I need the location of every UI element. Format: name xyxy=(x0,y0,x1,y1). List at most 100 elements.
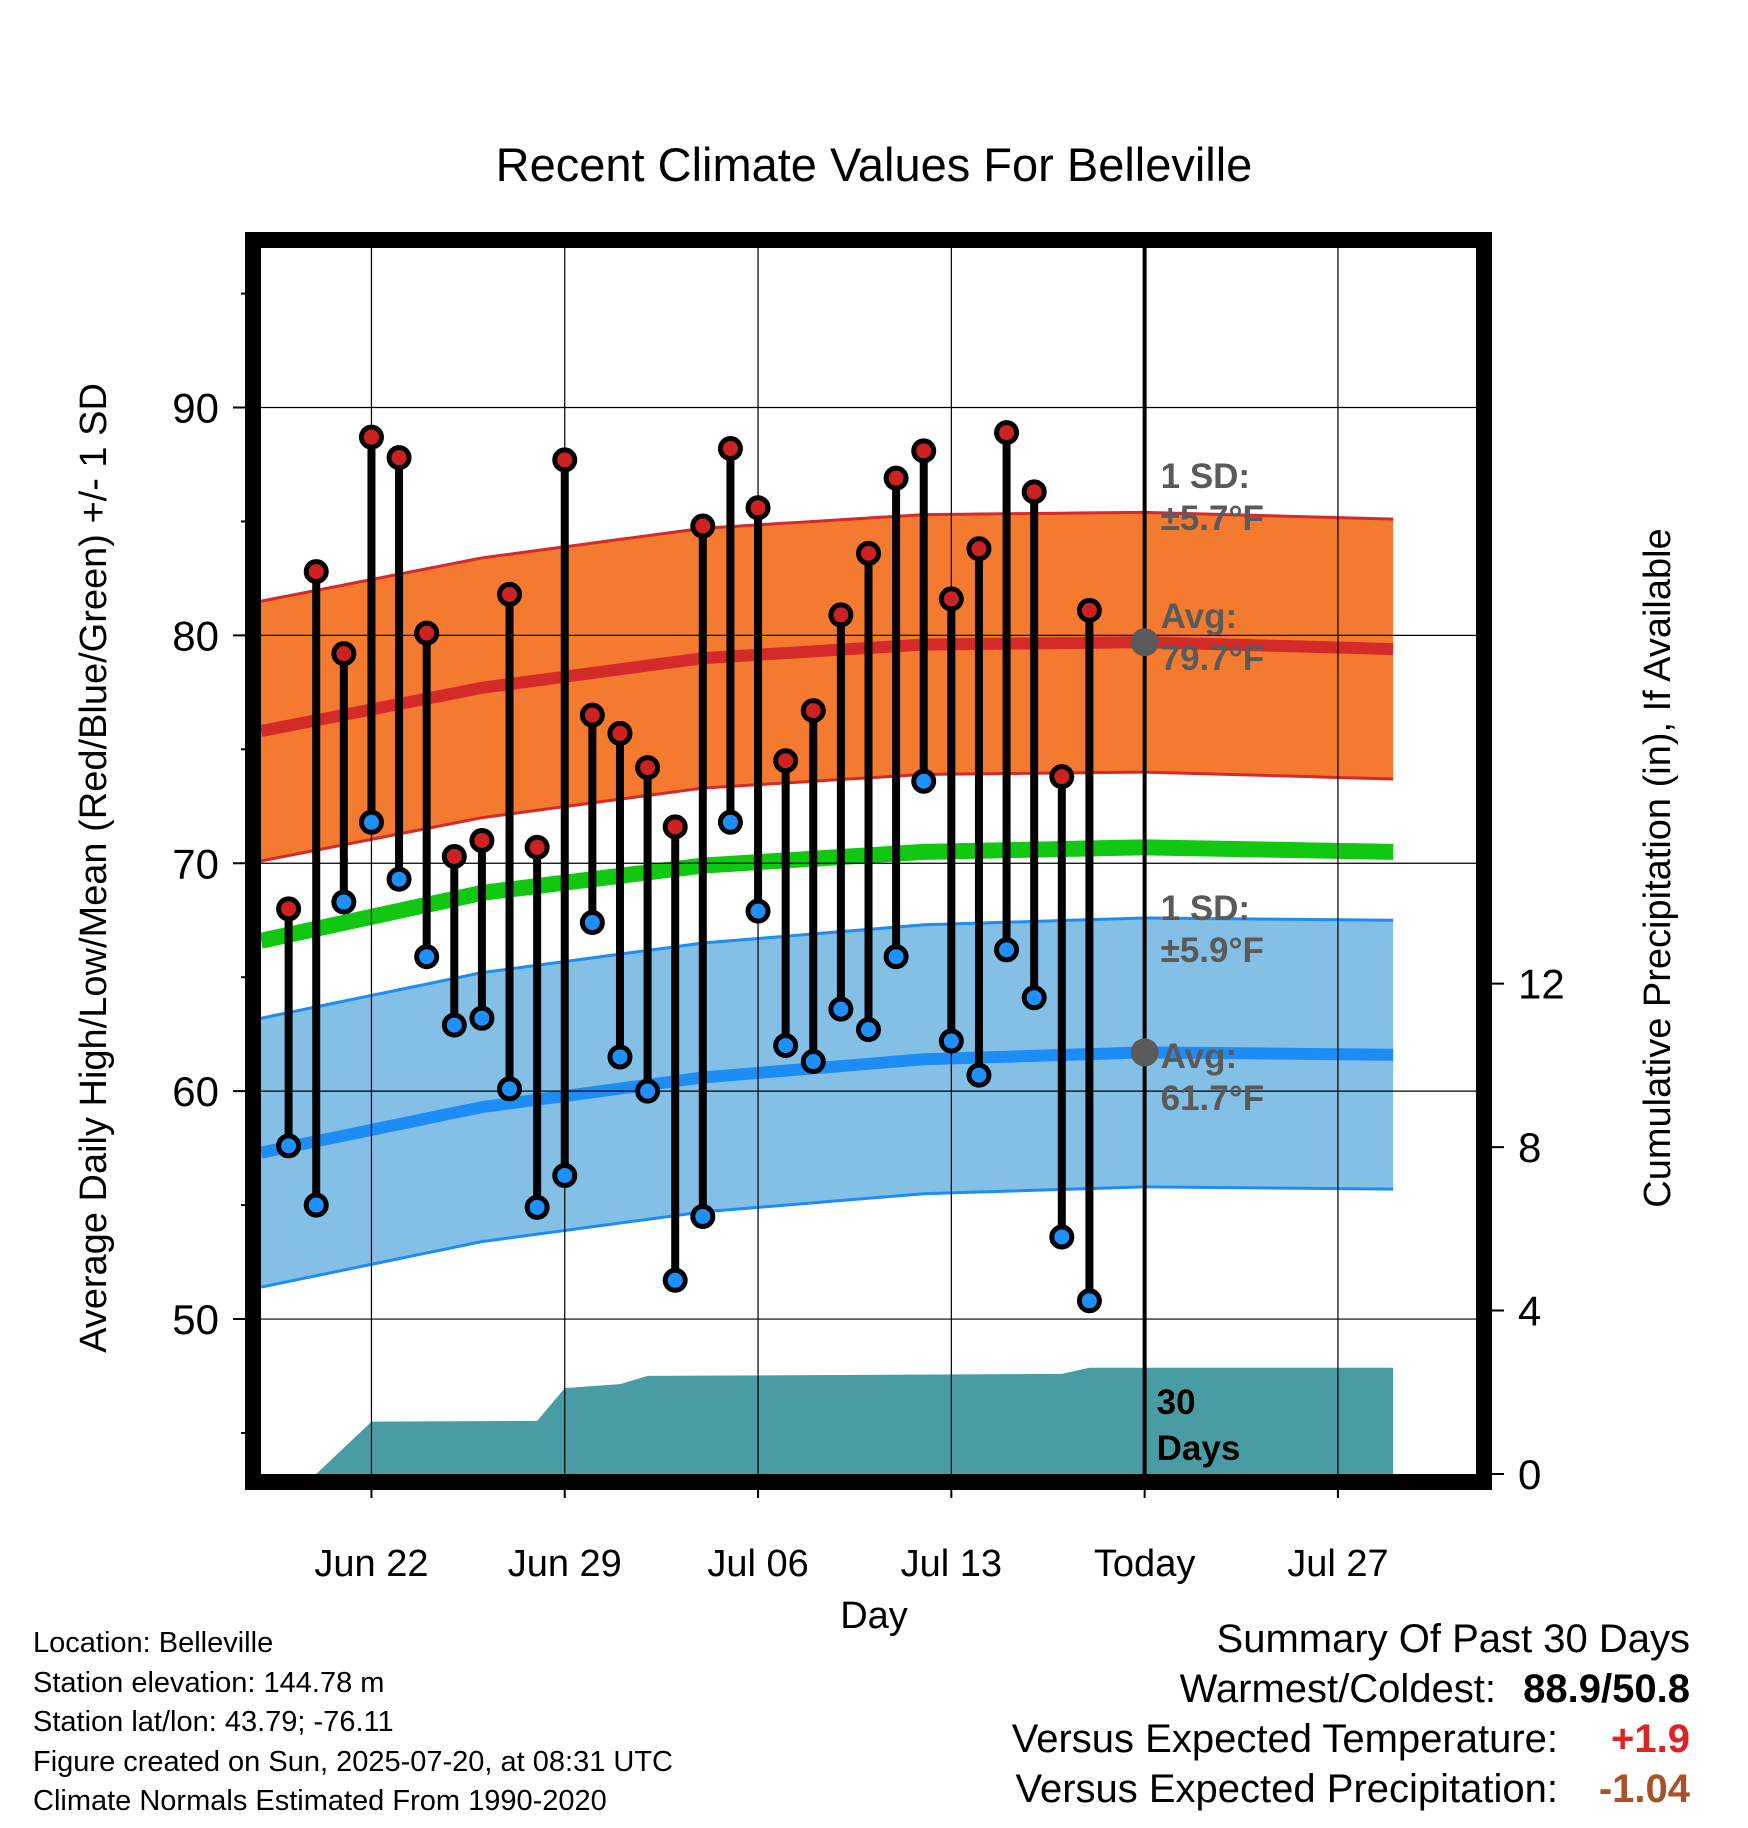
summary-panel: Summary Of Past 30 Days Warmest/Coldest:… xyxy=(1012,1614,1690,1814)
low-band-lower-edge xyxy=(261,1185,1394,1289)
today-normal-low-marker xyxy=(1130,1038,1159,1067)
daily-high-point xyxy=(966,536,992,562)
summary-temp: Versus Expected Temperature: +1.9 xyxy=(1012,1714,1690,1764)
daily-high-point xyxy=(1049,764,1075,790)
y2-tick-label: 0 xyxy=(1518,1451,1541,1498)
high-sd-value: ±5.7°F xyxy=(1161,499,1264,538)
low-sd-value: ±5.9°F xyxy=(1161,931,1264,970)
normal-mean-line xyxy=(261,839,1394,949)
daily-high-point xyxy=(745,495,771,521)
normal-low-line xyxy=(261,1046,1394,1159)
low-sd-band xyxy=(261,917,1394,1288)
plot-frame xyxy=(245,232,1492,1490)
low-sd-label: 1 SD: xyxy=(1161,889,1250,928)
daily-low-point xyxy=(331,889,357,915)
x-tick-label: Jun 22 xyxy=(314,1543,428,1585)
daily-low-point xyxy=(276,1133,302,1159)
y2-tick-label: 8 xyxy=(1518,1124,1541,1171)
high-avg-label: Avg: xyxy=(1161,597,1237,636)
daily-low-point xyxy=(1076,1288,1102,1314)
daily-high-point xyxy=(552,447,578,473)
daily-high-point xyxy=(1021,479,1047,505)
daily-low-point xyxy=(441,1012,467,1038)
daily-low-point xyxy=(856,1017,881,1043)
summary-warmest-coldest: Warmest/Coldest: 88.9/50.8 xyxy=(1012,1664,1690,1714)
daily-low-point xyxy=(635,1078,661,1104)
daily-high-point xyxy=(883,465,909,491)
today-normal-high-marker xyxy=(1130,628,1159,657)
y2-tick-label: 12 xyxy=(1518,961,1565,1008)
y-tick-label: 60 xyxy=(172,1068,219,1115)
daily-low-point xyxy=(579,910,605,936)
daily-high-point xyxy=(497,581,523,607)
daily-low-point xyxy=(717,809,743,835)
y-tick-label: 80 xyxy=(172,612,219,659)
precipitation-area xyxy=(261,1367,1394,1474)
temp-departure-label: Versus Expected Temperature: xyxy=(1011,1717,1558,1761)
figure-created: Figure created on Sun, 2025-07-20, at 08… xyxy=(33,1745,673,1778)
normal-high-line xyxy=(261,636,1394,737)
daily-low-point xyxy=(303,1192,329,1218)
days-count-label: 30 xyxy=(1157,1383,1196,1422)
chart-title: Recent Climate Values For Belleville xyxy=(496,138,1253,191)
daily-low-point xyxy=(358,809,384,835)
daily-low-point xyxy=(386,866,412,892)
daily-high-point xyxy=(414,620,440,646)
x-tick-label: Jul 27 xyxy=(1287,1543,1388,1585)
daily-high-point xyxy=(800,698,826,724)
daily-low-point xyxy=(469,1005,495,1031)
daily-low-point xyxy=(414,944,440,970)
summary-title: Summary Of Past 30 Days xyxy=(1216,1617,1690,1661)
daily-high-point xyxy=(276,896,302,922)
high-band-upper-edge xyxy=(261,510,1394,603)
temp-departure-value: +1.9 xyxy=(1611,1717,1690,1761)
daily-low-point xyxy=(966,1062,992,1088)
x-tick-label: Jul 13 xyxy=(901,1543,1002,1585)
summary-precip: Versus Expected Precipitation: -1.04 xyxy=(1012,1764,1690,1814)
daily-low-point xyxy=(828,996,854,1022)
y-tick-label: 90 xyxy=(172,385,219,432)
station-location: Location: Belleville xyxy=(33,1627,274,1659)
daily-high-point xyxy=(386,445,412,471)
high-sd-label: 1 SD: xyxy=(1161,457,1250,496)
daily-low-point xyxy=(883,944,909,970)
daily-high-point xyxy=(469,827,495,853)
daily-high-point xyxy=(579,702,605,728)
daily-high-point xyxy=(717,436,743,462)
y2-tick-label: 4 xyxy=(1518,1288,1541,1335)
daily-high-point xyxy=(911,438,937,464)
high-sd-band xyxy=(261,512,1394,861)
y-axis-label: Average Daily High/Low/Mean (Red/Blue/Gr… xyxy=(73,383,115,1353)
low-band-upper-edge xyxy=(261,916,1394,1020)
daily-low-point xyxy=(745,898,771,924)
daily-low-point xyxy=(690,1203,716,1229)
y-tick-label: 70 xyxy=(172,840,219,887)
daily-high-point xyxy=(358,424,384,450)
station-info: Location: Belleville Station elevation: … xyxy=(33,1624,673,1822)
daily-low-point xyxy=(938,1028,964,1054)
low-avg-label: Avg: xyxy=(1161,1037,1237,1076)
precip-departure-label: Versus Expected Precipitation: xyxy=(1015,1767,1558,1811)
daily-high-point xyxy=(773,748,799,774)
daily-high-point xyxy=(690,513,716,539)
high-band-lower-edge xyxy=(261,770,1394,863)
normals-period: Climate Normals Estimated From 1990-2020 xyxy=(33,1785,607,1817)
warmest-coldest-value: 88.9/50.8 xyxy=(1523,1667,1690,1711)
daily-low-point xyxy=(994,937,1020,963)
station-latlon: Station lat/lon: 43.79; -76.11 xyxy=(33,1706,394,1738)
x-tick-label: Jun 29 xyxy=(508,1543,622,1585)
x-tick-label: Jul 06 xyxy=(707,1543,808,1585)
daily-low-point xyxy=(911,768,937,794)
daily-high-point xyxy=(524,834,550,860)
daily-high-point xyxy=(828,602,854,628)
low-avg-value: 61.7°F xyxy=(1161,1079,1265,1118)
y2-axis-label: Cumulative Precipitation (in), If Availa… xyxy=(1637,528,1679,1207)
station-elevation: Station elevation: 144.78 m xyxy=(33,1666,385,1699)
daily-low-point xyxy=(800,1049,826,1075)
daily-high-point xyxy=(662,814,688,840)
daily-high-point xyxy=(994,420,1020,446)
daily-high-point xyxy=(441,843,467,869)
daily-high-point xyxy=(938,586,964,612)
